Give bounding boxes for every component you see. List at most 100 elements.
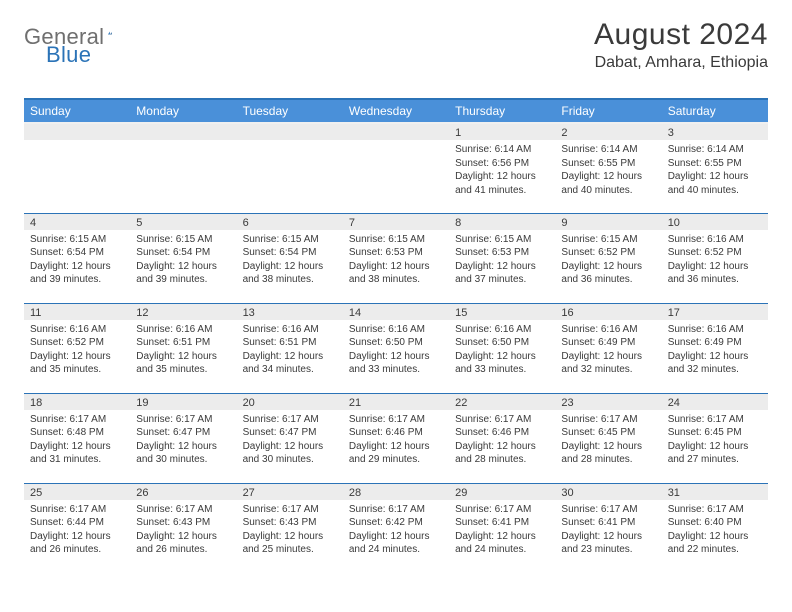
day-detail: Sunrise: 6:17 AMSunset: 6:45 PMDaylight:…: [555, 410, 661, 469]
day-detail: Sunrise: 6:16 AMSunset: 6:49 PMDaylight:…: [555, 320, 661, 379]
calendar-table: Sunday Monday Tuesday Wednesday Thursday…: [24, 98, 768, 573]
calendar-day-cell: 31Sunrise: 6:17 AMSunset: 6:40 PMDayligh…: [662, 483, 768, 573]
day-detail: Sunrise: 6:16 AMSunset: 6:52 PMDaylight:…: [24, 320, 130, 379]
calendar-day-cell: 29Sunrise: 6:17 AMSunset: 6:41 PMDayligh…: [449, 483, 555, 573]
day-detail: Sunrise: 6:16 AMSunset: 6:51 PMDaylight:…: [237, 320, 343, 379]
day-number: 7: [343, 214, 449, 230]
day-detail: Sunrise: 6:17 AMSunset: 6:40 PMDaylight:…: [662, 500, 768, 559]
col-saturday: Saturday: [662, 99, 768, 123]
day-number: 8: [449, 214, 555, 230]
logo-text-blue-wrap: Blue: [46, 42, 91, 68]
calendar-day-cell: [24, 123, 130, 213]
calendar-day-cell: 9Sunrise: 6:15 AMSunset: 6:52 PMDaylight…: [555, 213, 661, 303]
calendar-day-cell: 18Sunrise: 6:17 AMSunset: 6:48 PMDayligh…: [24, 393, 130, 483]
day-number: 2: [555, 124, 661, 140]
day-number: 21: [343, 394, 449, 410]
logo-text-blue: Blue: [46, 42, 91, 67]
day-detail: Sunrise: 6:17 AMSunset: 6:43 PMDaylight:…: [237, 500, 343, 559]
day-detail: Sunrise: 6:17 AMSunset: 6:41 PMDaylight:…: [449, 500, 555, 559]
day-detail: Sunrise: 6:14 AMSunset: 6:55 PMDaylight:…: [662, 140, 768, 199]
day-number: [130, 124, 236, 140]
day-number: 18: [24, 394, 130, 410]
calendar-day-cell: 8Sunrise: 6:15 AMSunset: 6:53 PMDaylight…: [449, 213, 555, 303]
day-detail: Sunrise: 6:17 AMSunset: 6:47 PMDaylight:…: [130, 410, 236, 469]
calendar-day-cell: 22Sunrise: 6:17 AMSunset: 6:46 PMDayligh…: [449, 393, 555, 483]
day-number: 22: [449, 394, 555, 410]
calendar-day-cell: [343, 123, 449, 213]
day-detail: Sunrise: 6:14 AMSunset: 6:55 PMDaylight:…: [555, 140, 661, 199]
day-detail: Sunrise: 6:17 AMSunset: 6:48 PMDaylight:…: [24, 410, 130, 469]
day-number: 20: [237, 394, 343, 410]
day-number: 10: [662, 214, 768, 230]
calendar-week-row: 1Sunrise: 6:14 AMSunset: 6:56 PMDaylight…: [24, 123, 768, 213]
calendar-day-cell: 7Sunrise: 6:15 AMSunset: 6:53 PMDaylight…: [343, 213, 449, 303]
day-detail: Sunrise: 6:17 AMSunset: 6:47 PMDaylight:…: [237, 410, 343, 469]
day-number: 28: [343, 484, 449, 500]
day-number: [343, 124, 449, 140]
day-number: 3: [662, 124, 768, 140]
day-number: 16: [555, 304, 661, 320]
day-detail: Sunrise: 6:17 AMSunset: 6:42 PMDaylight:…: [343, 500, 449, 559]
col-monday: Monday: [130, 99, 236, 123]
day-detail: Sunrise: 6:17 AMSunset: 6:45 PMDaylight:…: [662, 410, 768, 469]
calendar-day-cell: 16Sunrise: 6:16 AMSunset: 6:49 PMDayligh…: [555, 303, 661, 393]
day-detail: Sunrise: 6:15 AMSunset: 6:54 PMDaylight:…: [24, 230, 130, 289]
day-detail: Sunrise: 6:15 AMSunset: 6:54 PMDaylight:…: [237, 230, 343, 289]
day-detail: Sunrise: 6:16 AMSunset: 6:52 PMDaylight:…: [662, 230, 768, 289]
calendar-week-row: 11Sunrise: 6:16 AMSunset: 6:52 PMDayligh…: [24, 303, 768, 393]
calendar-body: 1Sunrise: 6:14 AMSunset: 6:56 PMDaylight…: [24, 123, 768, 573]
calendar-week-row: 25Sunrise: 6:17 AMSunset: 6:44 PMDayligh…: [24, 483, 768, 573]
calendar-day-cell: 24Sunrise: 6:17 AMSunset: 6:45 PMDayligh…: [662, 393, 768, 483]
day-detail: Sunrise: 6:15 AMSunset: 6:53 PMDaylight:…: [343, 230, 449, 289]
day-detail: Sunrise: 6:17 AMSunset: 6:41 PMDaylight:…: [555, 500, 661, 559]
calendar-day-cell: 14Sunrise: 6:16 AMSunset: 6:50 PMDayligh…: [343, 303, 449, 393]
day-number: 6: [237, 214, 343, 230]
day-number: 15: [449, 304, 555, 320]
day-detail: Sunrise: 6:16 AMSunset: 6:50 PMDaylight:…: [449, 320, 555, 379]
calendar-day-cell: 4Sunrise: 6:15 AMSunset: 6:54 PMDaylight…: [24, 213, 130, 303]
day-number: 14: [343, 304, 449, 320]
header-right: August 2024 Dabat, Amhara, Ethiopia: [594, 18, 768, 72]
day-detail: Sunrise: 6:15 AMSunset: 6:52 PMDaylight:…: [555, 230, 661, 289]
calendar-day-cell: 28Sunrise: 6:17 AMSunset: 6:42 PMDayligh…: [343, 483, 449, 573]
day-number: 26: [130, 484, 236, 500]
logo-sail-icon: [108, 24, 112, 42]
calendar-day-cell: 3Sunrise: 6:14 AMSunset: 6:55 PMDaylight…: [662, 123, 768, 213]
calendar-week-row: 18Sunrise: 6:17 AMSunset: 6:48 PMDayligh…: [24, 393, 768, 483]
month-title: August 2024: [594, 18, 768, 52]
calendar-day-cell: 10Sunrise: 6:16 AMSunset: 6:52 PMDayligh…: [662, 213, 768, 303]
calendar-day-cell: 1Sunrise: 6:14 AMSunset: 6:56 PMDaylight…: [449, 123, 555, 213]
calendar-day-cell: 13Sunrise: 6:16 AMSunset: 6:51 PMDayligh…: [237, 303, 343, 393]
day-number: 13: [237, 304, 343, 320]
location-subtitle: Dabat, Amhara, Ethiopia: [594, 54, 768, 72]
calendar-day-cell: 25Sunrise: 6:17 AMSunset: 6:44 PMDayligh…: [24, 483, 130, 573]
day-detail: Sunrise: 6:14 AMSunset: 6:56 PMDaylight:…: [449, 140, 555, 199]
calendar-day-cell: 5Sunrise: 6:15 AMSunset: 6:54 PMDaylight…: [130, 213, 236, 303]
day-detail: Sunrise: 6:17 AMSunset: 6:46 PMDaylight:…: [449, 410, 555, 469]
day-detail: Sunrise: 6:16 AMSunset: 6:51 PMDaylight:…: [130, 320, 236, 379]
day-detail: Sunrise: 6:17 AMSunset: 6:46 PMDaylight:…: [343, 410, 449, 469]
day-number: 11: [24, 304, 130, 320]
calendar-day-cell: 26Sunrise: 6:17 AMSunset: 6:43 PMDayligh…: [130, 483, 236, 573]
day-detail: Sunrise: 6:17 AMSunset: 6:43 PMDaylight:…: [130, 500, 236, 559]
calendar-day-cell: [130, 123, 236, 213]
col-sunday: Sunday: [24, 99, 130, 123]
day-number: 25: [24, 484, 130, 500]
calendar-day-cell: 17Sunrise: 6:16 AMSunset: 6:49 PMDayligh…: [662, 303, 768, 393]
weekday-header-row: Sunday Monday Tuesday Wednesday Thursday…: [24, 99, 768, 123]
day-number: 5: [130, 214, 236, 230]
calendar-day-cell: 12Sunrise: 6:16 AMSunset: 6:51 PMDayligh…: [130, 303, 236, 393]
day-number: 19: [130, 394, 236, 410]
day-number: [237, 124, 343, 140]
day-detail: Sunrise: 6:15 AMSunset: 6:53 PMDaylight:…: [449, 230, 555, 289]
calendar-week-row: 4Sunrise: 6:15 AMSunset: 6:54 PMDaylight…: [24, 213, 768, 303]
calendar-day-cell: 11Sunrise: 6:16 AMSunset: 6:52 PMDayligh…: [24, 303, 130, 393]
page-header: General August 2024 Dabat, Amhara, Ethio…: [24, 18, 768, 72]
day-number: 30: [555, 484, 661, 500]
calendar-day-cell: [237, 123, 343, 213]
day-number: 12: [130, 304, 236, 320]
calendar-day-cell: 23Sunrise: 6:17 AMSunset: 6:45 PMDayligh…: [555, 393, 661, 483]
day-detail: Sunrise: 6:16 AMSunset: 6:49 PMDaylight:…: [662, 320, 768, 379]
day-number: 24: [662, 394, 768, 410]
day-detail: Sunrise: 6:17 AMSunset: 6:44 PMDaylight:…: [24, 500, 130, 559]
